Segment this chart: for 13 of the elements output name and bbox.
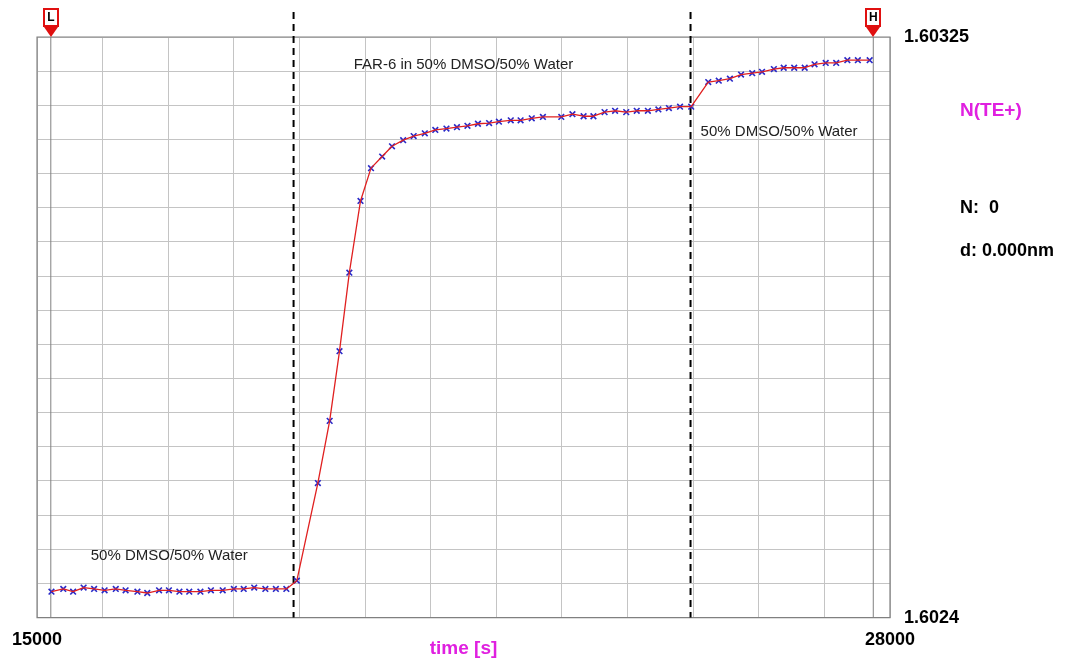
text: N: 0 xyxy=(960,197,1000,218)
ref-line-label: H xyxy=(865,8,882,27)
x-tick-label: 28000 xyxy=(864,629,916,650)
text: d: 0.000nm xyxy=(960,240,1055,261)
x-axis-title: time [s] xyxy=(429,636,498,658)
y-axis-title: N(TE+) xyxy=(960,99,1022,121)
y-tick-label: 1.60325 xyxy=(904,25,970,46)
annotation: FAR-6 in 50% DMSO/50% Water xyxy=(353,54,574,72)
annotation: 50% DMSO/50% Water xyxy=(700,121,858,139)
y-tick-label: 1.6024 xyxy=(904,606,960,627)
x-tick-label: 15000 xyxy=(12,629,63,650)
ref-line-label: L xyxy=(42,8,59,27)
annotation: 50% DMSO/50% Water xyxy=(90,545,248,563)
